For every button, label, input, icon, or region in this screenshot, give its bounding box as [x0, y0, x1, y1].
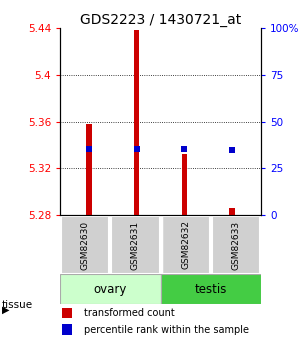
- Bar: [86, 124, 92, 215]
- Text: ▶: ▶: [2, 305, 9, 314]
- Bar: [62, 324, 72, 335]
- Bar: [61, 216, 109, 274]
- Bar: [161, 216, 210, 274]
- Bar: [111, 216, 160, 274]
- Title: GDS2223 / 1430721_at: GDS2223 / 1430721_at: [80, 12, 241, 27]
- Text: ovary: ovary: [94, 283, 127, 296]
- Text: tissue: tissue: [2, 300, 33, 310]
- Bar: [182, 155, 187, 215]
- Bar: [60, 275, 160, 304]
- Text: GSM82630: GSM82630: [81, 220, 90, 269]
- Text: GSM82633: GSM82633: [231, 220, 240, 269]
- Text: GSM82631: GSM82631: [131, 220, 140, 269]
- Text: GSM82632: GSM82632: [181, 220, 190, 269]
- Text: testis: testis: [195, 283, 227, 296]
- Bar: [134, 30, 140, 215]
- Bar: [230, 208, 235, 215]
- Bar: [212, 216, 260, 274]
- Bar: [62, 308, 72, 318]
- Bar: [160, 275, 261, 304]
- Text: percentile rank within the sample: percentile rank within the sample: [84, 325, 249, 335]
- Text: transformed count: transformed count: [84, 308, 175, 318]
